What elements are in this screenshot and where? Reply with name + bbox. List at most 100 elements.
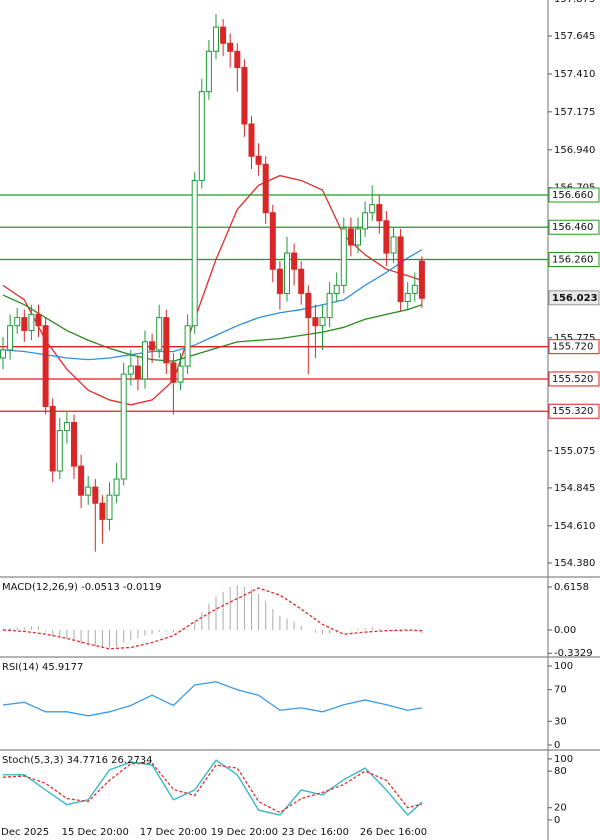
current-price: 156.023 <box>552 293 598 304</box>
x-tick-label: 12 Dec 2025 <box>0 827 49 838</box>
candle-body <box>177 365 184 383</box>
level-label: 156.460 <box>552 222 593 233</box>
candle-body <box>276 268 283 294</box>
y-tick-label: 70 <box>554 685 567 696</box>
y-tick-label: 155.775 <box>554 333 595 344</box>
candle-body <box>333 284 340 294</box>
candle-body <box>163 317 170 364</box>
level-label-box <box>548 219 600 235</box>
candle-body <box>7 325 14 351</box>
indicator-line <box>2 294 423 362</box>
level-label: 155.520 <box>552 374 593 385</box>
candle-body <box>291 252 298 270</box>
level-label-box <box>548 252 600 268</box>
y-tick-label: -0.3329 <box>554 648 593 659</box>
y-tick-label: 157.410 <box>554 69 595 80</box>
candle-body <box>85 486 92 496</box>
y-tick-label: 20 <box>554 803 567 814</box>
candle-body <box>227 42 234 52</box>
candle-body <box>355 228 361 246</box>
candle-body <box>397 236 404 302</box>
y-tick-label: 100 <box>554 661 573 672</box>
y-tick-label: 156.940 <box>554 145 595 156</box>
candle-body <box>120 373 127 480</box>
candle-body <box>255 155 262 165</box>
candle-body <box>390 236 397 254</box>
candle-body <box>213 26 219 52</box>
panel-title: MACD(12,26,9) -0.0513 -0.0119 <box>2 582 162 593</box>
level-label-box <box>548 187 600 203</box>
indicator-line <box>3 759 423 816</box>
y-tick-label: 0 <box>554 815 560 826</box>
candle-body <box>326 292 333 319</box>
candle-body <box>191 179 198 327</box>
candle-body <box>35 313 42 327</box>
candle-body <box>49 405 56 472</box>
y-tick-label: 154.610 <box>554 521 595 532</box>
x-tick-label: 17 Dec 20:00 <box>140 827 207 838</box>
indicator-line <box>2 587 422 650</box>
candle-body <box>411 284 418 294</box>
level-label-box <box>548 403 600 419</box>
x-tick-label: 15 Dec 20:00 <box>62 827 129 838</box>
level-label: 156.660 <box>552 190 593 201</box>
candle-body <box>156 317 163 351</box>
panel-title: Stoch(5,3,3) 34.7716 26.2734 <box>2 755 153 766</box>
y-tick-label: 157.645 <box>554 31 595 42</box>
y-tick-label: 0 <box>554 740 560 751</box>
y-tick-label: 157.175 <box>554 107 595 118</box>
candle-body <box>269 212 276 270</box>
candle-body <box>63 422 70 432</box>
candle-body <box>347 228 354 246</box>
candle-body <box>142 341 148 380</box>
panel-title: RSI(14) 45.9177 <box>2 662 83 673</box>
y-tick-label: 30 <box>554 716 567 727</box>
level-label-box <box>548 371 600 387</box>
indicator-line <box>2 681 423 717</box>
candle-body <box>234 50 241 68</box>
y-tick-label: 0.00 <box>554 625 576 636</box>
candle-body <box>312 317 319 327</box>
indicator-line <box>2 762 423 814</box>
indicator-line <box>2 249 423 361</box>
candle-body <box>113 478 120 496</box>
candle-body <box>362 212 369 230</box>
y-tick-label: 100 <box>554 754 573 765</box>
candle-body <box>21 317 28 332</box>
candle-body <box>127 365 134 375</box>
level-label-box <box>548 339 600 355</box>
x-tick-label: 23 Dec 16:00 <box>282 827 349 838</box>
candle-body <box>262 163 269 214</box>
candle-body <box>383 220 390 254</box>
y-tick-label: 154.845 <box>554 483 595 494</box>
candle-body <box>78 465 85 496</box>
x-tick-label: 26 Dec 16:00 <box>360 827 427 838</box>
candle-body <box>134 365 141 380</box>
candle-body <box>305 292 312 319</box>
candle-body <box>241 66 248 125</box>
candle-body <box>340 228 347 286</box>
candle-body <box>418 260 425 299</box>
candle-body <box>28 313 35 332</box>
y-tick-label: 154.380 <box>554 558 595 569</box>
current-price-box <box>548 290 600 306</box>
candle-body <box>298 268 305 294</box>
candle-body <box>376 204 383 222</box>
candle-body <box>56 430 63 472</box>
candle-body <box>99 502 106 520</box>
x-tick-label: 19 Dec 20:00 <box>211 827 278 838</box>
candle-body <box>149 341 156 351</box>
candle-body <box>170 362 177 383</box>
level-label: 155.720 <box>552 342 593 353</box>
y-tick-label: 155.075 <box>554 446 595 457</box>
candle-body <box>106 494 113 520</box>
candle-body <box>248 123 255 157</box>
y-tick-label: 157.875 <box>554 0 595 5</box>
level-label: 155.320 <box>552 406 593 417</box>
candle-body <box>369 204 376 214</box>
candle-body <box>92 486 99 504</box>
candle-body <box>284 252 290 294</box>
candle-body <box>319 317 326 327</box>
